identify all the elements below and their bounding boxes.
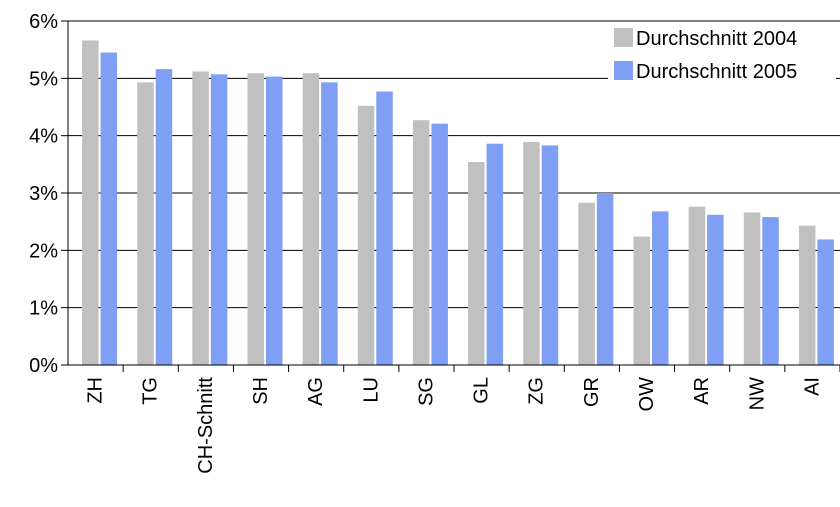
bar-ag-2004: [302, 73, 320, 365]
bar-lu-2004: [357, 105, 375, 365]
bar-zh-2004: [82, 40, 99, 365]
axes: [61, 20, 840, 372]
bar-tg-2005: [155, 69, 173, 365]
legend: Durchschnitt 2004 Durchschnitt 2005: [608, 22, 836, 100]
legend-background: [608, 22, 836, 100]
x-tick-label: TG: [140, 377, 162, 405]
bar-lu-2005: [376, 91, 393, 366]
x-tick-label: GR: [581, 377, 603, 407]
bars: [82, 40, 834, 366]
x-tick-label: CH-Schnitt: [195, 377, 217, 474]
y-tick-label: 2%: [29, 240, 58, 262]
bar-gr-2004: [578, 202, 595, 365]
bar-nw-2004: [743, 212, 761, 365]
y-tick-labels: 0% 1% 2% 3% 4% 5% 6%: [29, 11, 58, 377]
bar-ar-2004: [688, 206, 706, 365]
y-tick-label: 4%: [29, 126, 58, 148]
bar-sg-2004: [412, 120, 430, 365]
bar-ai-2005: [817, 239, 834, 365]
x-tick-label: SH: [250, 377, 272, 405]
x-tick-label: AR: [691, 377, 713, 405]
legend-label: Durchschnitt 2004: [636, 28, 797, 50]
bar-sh-2004: [247, 73, 264, 365]
legend-swatch: [614, 61, 633, 80]
bar-ar-2005: [707, 214, 724, 365]
y-tick-label: 1%: [29, 298, 58, 320]
legend-label: Durchschnitt 2005: [636, 61, 797, 83]
bar-ag-2005: [321, 82, 338, 365]
x-tick-label: AI: [801, 377, 823, 396]
bar-ow-2005: [652, 211, 669, 365]
x-tick-label: SG: [415, 377, 437, 406]
y-tick-label: 5%: [29, 68, 58, 90]
bar-gl-2005: [486, 143, 504, 365]
y-tick-label: 3%: [29, 183, 58, 205]
bar-nw-2005: [762, 217, 779, 365]
bar-tg-2004: [137, 82, 154, 365]
bar-ch-schnitt-2004: [192, 71, 209, 365]
bar-ai-2004: [798, 225, 816, 365]
bar-sg-2005: [431, 123, 448, 365]
bar-ow-2004: [633, 236, 650, 365]
x-tick-label: LU: [360, 377, 382, 403]
x-tick-label: NW: [746, 377, 768, 410]
y-tick-label: 6%: [29, 11, 58, 33]
x-tick-label: GL: [471, 377, 493, 404]
bar-zh-2005: [100, 52, 118, 366]
bar-sh-2005: [266, 76, 283, 365]
x-tick-label: OW: [636, 377, 658, 412]
bar-gl-2004: [468, 162, 485, 365]
bar-zg-2005: [541, 145, 559, 365]
x-tick-label: AG: [305, 377, 327, 406]
legend-swatch: [614, 28, 633, 47]
x-tick-label: ZH: [85, 377, 107, 404]
x-tick-labels: ZH TG CH-Schnitt SH AG LU SG GL ZG GR OW AR NW AI: [85, 377, 824, 474]
bar-gr-2005: [596, 193, 614, 365]
x-tick-label: ZG: [526, 377, 548, 405]
y-tick-label: 0%: [29, 355, 58, 377]
bar-ch-schnitt-2005: [210, 74, 228, 365]
bar-zg-2004: [523, 141, 540, 365]
